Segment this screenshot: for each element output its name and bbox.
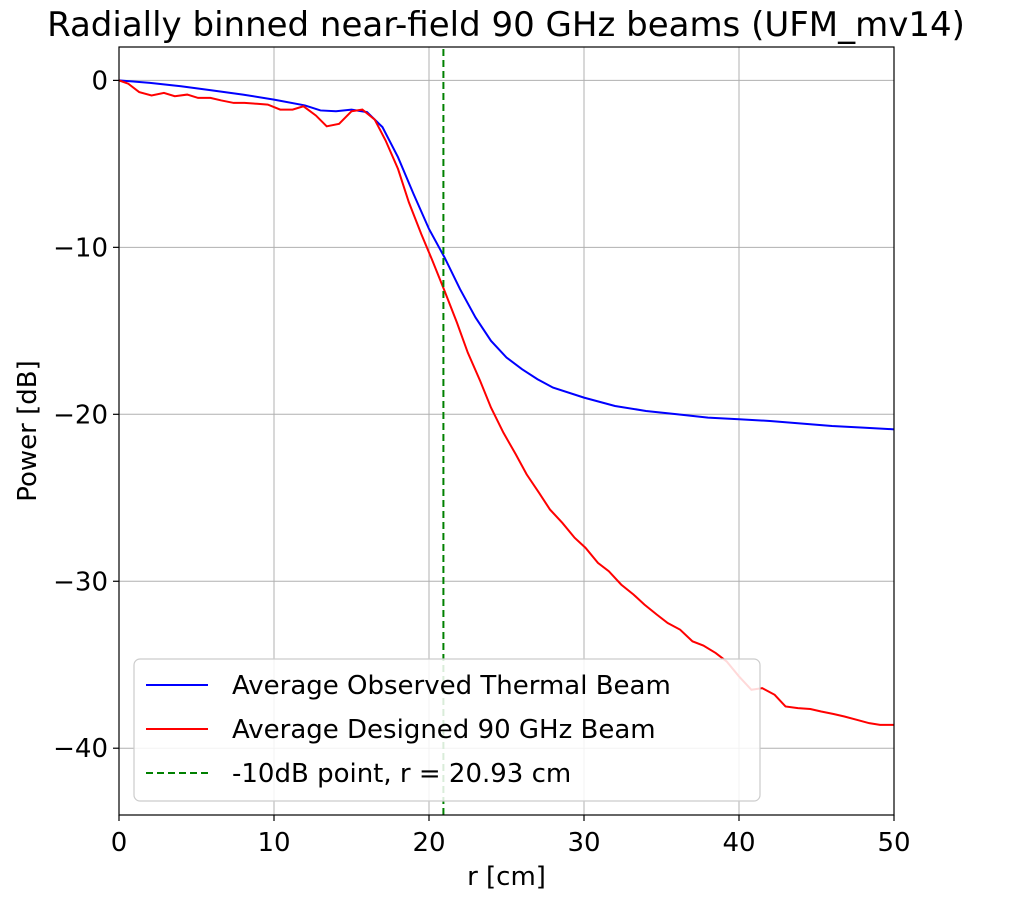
x-axis-ticks: 0 10 20 30 40 50 [111,815,911,858]
x-tick-label: 50 [877,828,910,858]
y-tick-label: −10 [53,233,108,263]
legend-label: -10dB point, r = 20.93 cm [232,759,571,789]
y-axis-ticks: 0 −10 −20 −30 −40 [53,66,119,764]
plot-frame [118,46,895,816]
legend-label: Average Observed Thermal Beam [232,671,671,701]
chart-title: Radially binned near-field 90 GHz beams … [47,5,965,45]
y-axis-label: Power [dB] [13,360,43,502]
y-tick-label: −30 [53,567,108,597]
x-tick-label: 10 [257,828,290,858]
y-tick-label: 0 [91,66,108,96]
designed-beam-line [118,79,894,726]
thermal-beam-line [118,79,895,431]
x-tick-label: 40 [722,828,755,858]
legend: Average Observed Thermal Beam Average Des… [133,658,761,802]
x-tick-label: 30 [567,828,600,858]
legend-box [133,658,761,802]
x-axis-label: r [cm] [467,862,546,892]
x-tick-label: 20 [412,828,445,858]
legend-label: Average Designed 90 GHz Beam [232,715,656,745]
y-tick-label: −20 [53,400,108,430]
x-tick-label: 0 [111,828,128,858]
y-tick-label: −40 [53,734,108,764]
